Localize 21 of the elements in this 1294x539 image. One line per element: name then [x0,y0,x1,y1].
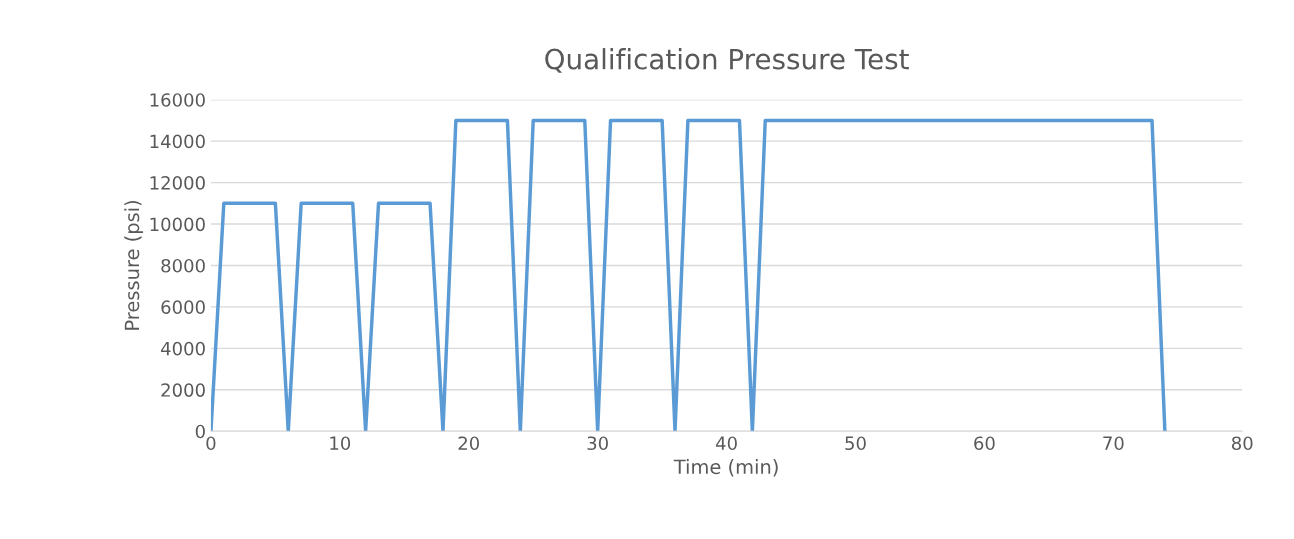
chart-title: Qualification Pressure Test [545,48,909,73]
y-tick-label: 2000 [161,383,205,397]
x-tick-label: 70 [1103,436,1124,451]
y-tick-label: 10000 [150,217,205,232]
y-tick-label: 12000 [150,176,205,190]
x-tick-label: 10 [330,436,351,451]
x-tick-label: 0 [206,436,216,451]
x-tick-label: 20 [458,436,480,451]
x-tick-label: 50 [845,436,866,451]
x-tick-label: 60 [974,436,995,451]
x-tick-label: 80 [1231,436,1253,451]
y-tick-label: 14000 [150,134,205,149]
y-tick-label: 16000 [150,93,205,107]
x-axis-title: Time (min) [673,459,778,477]
y-tick-label: 0 [195,424,205,439]
y-tick-label: 4000 [160,341,205,356]
y-tick-label: 6000 [161,300,205,315]
y-tick-label: 8000 [161,258,205,273]
x-tick-label: 30 [587,436,608,451]
x-tick-label: 40 [715,436,737,451]
y-axis-title: Pressure (psi) [124,201,144,330]
